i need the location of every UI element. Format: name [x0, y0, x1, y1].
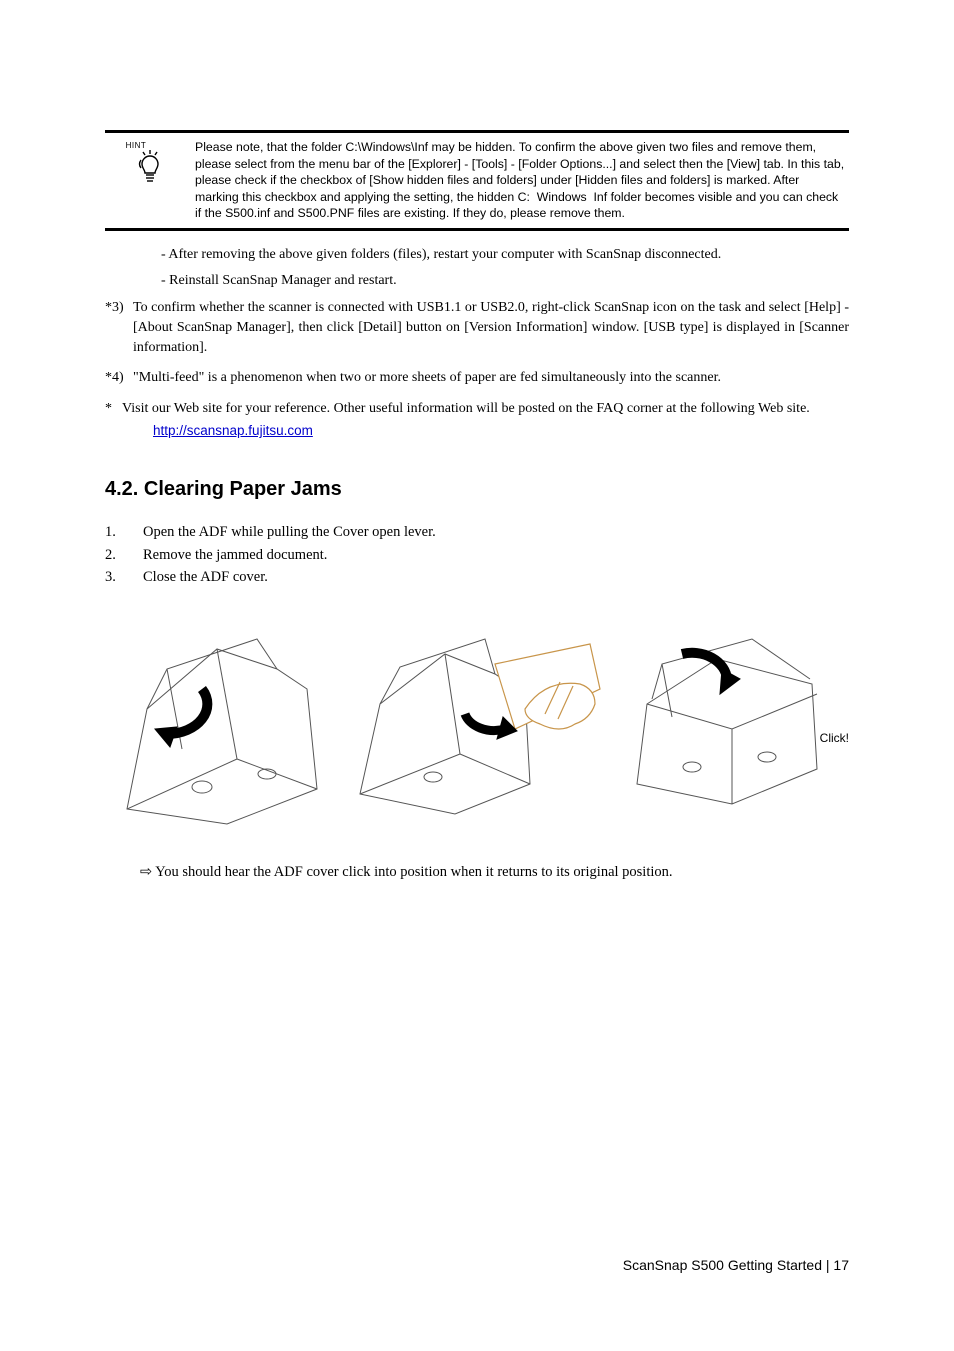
scanner-close-icon: [622, 619, 847, 829]
step-2: 2. Remove the jammed document.: [105, 544, 849, 566]
manual-page: HINT Please note, that the folder C:\Win…: [0, 0, 954, 1351]
note-4-marker: *4): [105, 368, 133, 388]
step-3-num: 3.: [105, 566, 143, 588]
click-label: Click!: [820, 731, 849, 745]
diagram-close-adf: Click!: [622, 619, 847, 834]
step-1-text: Open the ADF while pulling the Cover ope…: [143, 521, 436, 543]
page-footer: ScanSnap S500 Getting Started | 17: [623, 1257, 849, 1273]
note-web: * Visit our Web site for your reference.…: [105, 399, 849, 443]
diagram-remove-jam: [355, 619, 605, 834]
step-2-num: 2.: [105, 544, 143, 566]
note-3-text: To confirm whether the scanner is connec…: [133, 298, 849, 359]
hint-box: HINT Please note, that the folder C:\Win…: [105, 130, 849, 231]
section-heading: 4.2. Clearing Paper Jams: [105, 478, 849, 501]
note-4: *4) "Multi-feed" is a phenomenon when tw…: [105, 368, 849, 388]
note-3-marker: *3): [105, 298, 133, 359]
note-web-text: Visit our Web site for your reference. O…: [122, 401, 810, 416]
scanner-open-icon: [107, 619, 337, 829]
result-text: You should hear the ADF cover click into…: [155, 864, 672, 880]
note-web-marker: *: [105, 399, 119, 443]
step-2-text: Remove the jammed document.: [143, 544, 327, 566]
note-web-body: Visit our Web site for your reference. O…: [119, 399, 849, 443]
note-sub-2: - Reinstall ScanSnap Manager and restart…: [161, 271, 849, 291]
notes-section: - After removing the above given folders…: [105, 245, 849, 442]
step-1-num: 1.: [105, 521, 143, 543]
note-4-text: "Multi-feed" is a phenomenon when two or…: [133, 368, 849, 388]
hint-icon-column: HINT: [105, 139, 195, 188]
diagram-open-adf: [107, 619, 337, 834]
hint-text: Please note, that the folder C:\Windows\…: [195, 139, 849, 222]
steps-list: 1. Open the ADF while pulling the Cover …: [105, 521, 849, 588]
note-sub-1: - After removing the above given folders…: [161, 245, 849, 265]
faq-link[interactable]: http://scansnap.fujitsu.com: [153, 421, 313, 441]
lightbulb-icon: [135, 150, 165, 184]
step-3: 3. Close the ADF cover.: [105, 566, 849, 588]
scanner-remove-icon: [355, 619, 605, 829]
step-1: 1. Open the ADF while pulling the Cover …: [105, 521, 849, 543]
result-arrow-icon: ⇨: [140, 864, 152, 880]
diagram-row: Click!: [105, 619, 849, 834]
result-line: ⇨ You should hear the ADF cover click in…: [140, 864, 849, 881]
note-3: *3) To confirm whether the scanner is co…: [105, 298, 849, 359]
step-3-text: Close the ADF cover.: [143, 566, 268, 588]
